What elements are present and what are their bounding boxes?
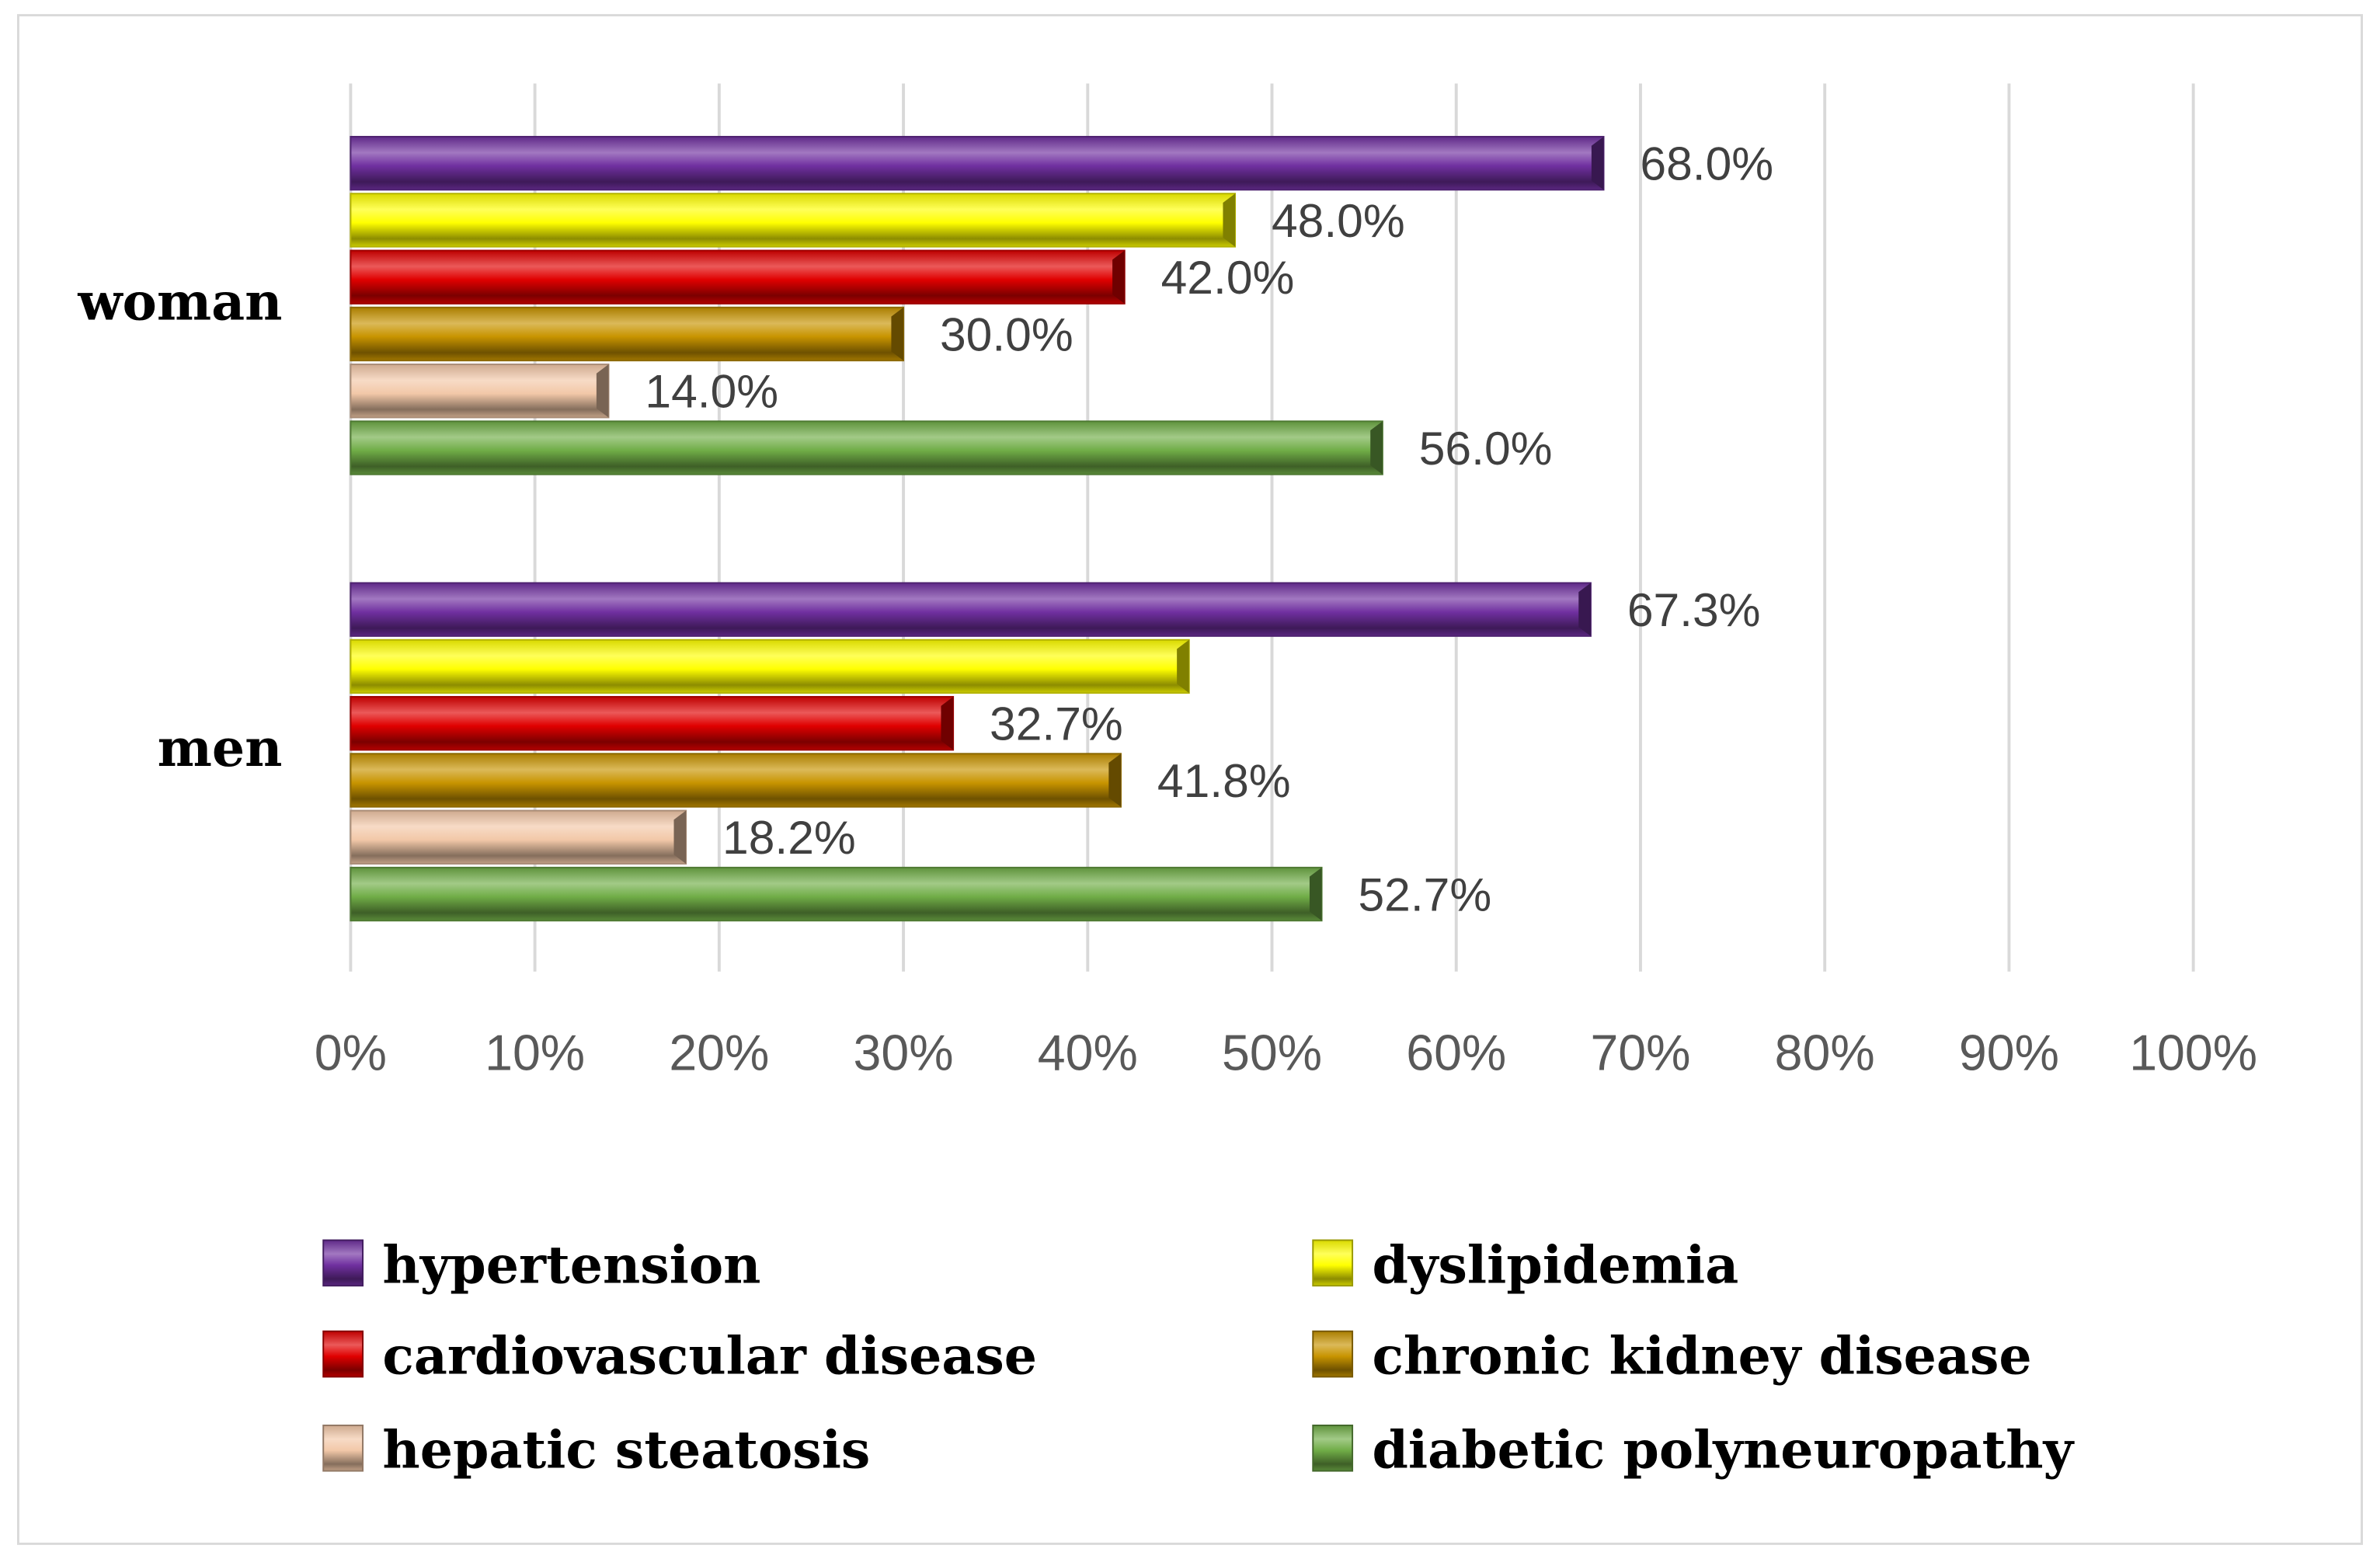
bar-bevel — [1112, 250, 1125, 304]
legend-label: hepatic steatosis — [382, 1420, 870, 1481]
legend: hypertension dyslipidemia cardiovascular d… — [322, 1234, 2076, 1481]
x-tick-label: 100% — [2129, 1025, 2257, 1081]
bar-men-hypertension — [350, 582, 1592, 637]
bars — [350, 135, 1605, 922]
data-label: 67.3% — [1627, 583, 1761, 636]
bar-bevel — [1370, 421, 1383, 475]
bar-woman-chronic-kidney-disease — [350, 306, 905, 362]
legend-swatch — [322, 1239, 364, 1287]
legend-item-hypertension: hypertension — [322, 1234, 760, 1295]
bar-bevel — [1578, 583, 1591, 636]
bar-bevel — [1309, 867, 1322, 921]
data-labels: 68.0% 48.0%42.0% 30.0% 14.0% 56.0% 67.3% 32.7%… — [645, 137, 1773, 921]
bar-bevel — [673, 810, 687, 864]
x-tick-label: 80% — [1775, 1025, 1875, 1081]
legend-swatch — [322, 1424, 364, 1472]
legend-swatch — [322, 1330, 364, 1378]
data-label: 14.0% — [645, 365, 778, 418]
legend-item-chronic-kidney-disease: chronic kidney disease — [1312, 1326, 2032, 1387]
legend-swatch — [1312, 1424, 1354, 1472]
x-tick-label: 60% — [1406, 1025, 1506, 1081]
x-tick-label: 50% — [1222, 1025, 1322, 1081]
data-label: 52.7% — [1358, 868, 1491, 921]
category-label-woman: woman — [77, 271, 282, 332]
data-label: 56.0% — [1419, 422, 1553, 475]
x-axis-ticks: 0% 10% 20% 30% 40% 50% 60% 70% 80% 90% 100% — [315, 1025, 2257, 1081]
x-tick-label: 90% — [1959, 1025, 2059, 1081]
bar-bevel — [1108, 753, 1121, 807]
legend-label: cardiovascular disease — [382, 1326, 1037, 1387]
legend-label: chronic kidney disease — [1372, 1326, 2031, 1387]
legend-label: dyslipidemia — [1372, 1234, 1738, 1295]
bar-woman-hypertension — [350, 135, 1605, 191]
category-labels: woman men — [77, 271, 282, 778]
bar-woman-cardiovascular-disease — [350, 249, 1126, 304]
x-tick-label: 20% — [669, 1025, 769, 1081]
bar-bevel — [596, 364, 609, 418]
bar-woman-hepatic-steatosis — [350, 364, 610, 419]
bar-men-dyslipidemia — [350, 639, 1190, 694]
bar-men-diabetic-polyneuropathy — [350, 866, 1323, 922]
x-tick-label: 10% — [485, 1025, 585, 1081]
bar-bevel — [941, 697, 954, 750]
legend-item-dyslipidemia: dyslipidemia — [1312, 1234, 1738, 1295]
legend-item-cardiovascular-disease: cardiovascular disease — [322, 1326, 1037, 1387]
x-tick-label: 0% — [315, 1025, 387, 1081]
data-label: 18.2% — [722, 811, 856, 864]
legend-label: diabetic polyneuropathy — [1372, 1420, 2075, 1481]
data-label: 48.0% — [1272, 194, 1405, 247]
bar-men-chronic-kidney-disease — [350, 753, 1122, 808]
bar-woman-diabetic-polyneuropathy — [350, 420, 1383, 475]
data-label: 68.0% — [1640, 137, 1773, 190]
x-tick-label: 30% — [854, 1025, 954, 1081]
legend-item-hepatic-steatosis: hepatic steatosis — [322, 1420, 870, 1481]
data-label: 32.7% — [990, 698, 1123, 750]
bar-men-hepatic-steatosis — [350, 809, 687, 865]
x-tick-label: 40% — [1038, 1025, 1138, 1081]
legend-label: hypertension — [382, 1234, 760, 1295]
legend-item-diabetic-polyneuropathy: diabetic polyneuropathy — [1312, 1420, 2076, 1481]
legend-swatch — [1312, 1330, 1354, 1378]
category-label-men: men — [158, 718, 283, 778]
x-tick-label: 70% — [1590, 1025, 1690, 1081]
data-label: 42.0% — [1161, 251, 1295, 304]
data-label: 41.8% — [1157, 754, 1291, 807]
bar-bevel — [1591, 136, 1604, 190]
bar-bevel — [1177, 639, 1189, 694]
bar-bevel — [891, 307, 904, 361]
bar-men-cardiovascular-disease — [350, 696, 955, 751]
bar-woman-dyslipidemia — [350, 193, 1237, 248]
legend-swatch — [1312, 1239, 1354, 1287]
data-label: 30.0% — [940, 308, 1073, 360]
bar-bevel — [1223, 193, 1236, 247]
